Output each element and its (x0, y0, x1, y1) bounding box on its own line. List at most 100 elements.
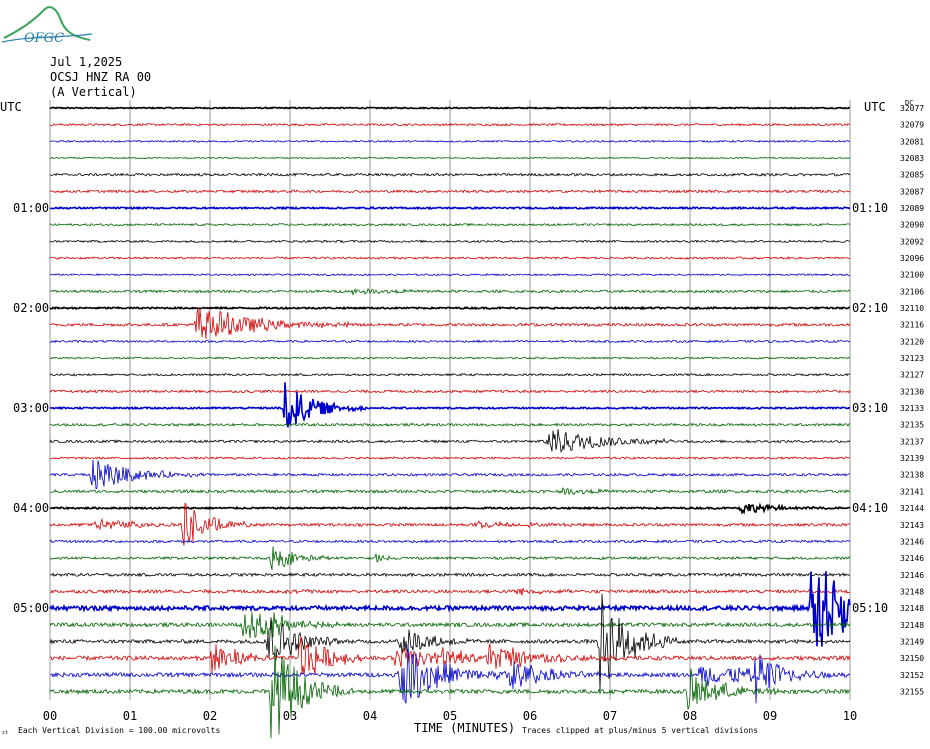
left-time-labels: 01:00 02:00 03:00 04:00 05:00 (13, 201, 49, 615)
minute-grid (49, 100, 851, 700)
trace-row-35 (49, 645, 851, 739)
logo-swoosh (3, 6, 91, 41)
trace-row-5 (49, 189, 851, 194)
trace-row-2 (49, 139, 851, 143)
header-component: (A Vertical) (50, 85, 137, 99)
left-time-label: 03:00 (13, 401, 49, 415)
trace-row-34 (50, 644, 851, 704)
right-time-labels: 01:10 02:10 03:10 04:10 05:10 (852, 201, 888, 615)
left-time-label: 02:00 (13, 301, 49, 315)
trace-row-21 (49, 456, 851, 460)
x-tick-label: 10 (843, 709, 857, 723)
dc-offset-label: 32083 (900, 154, 924, 163)
right-time-label: 02:10 (852, 301, 888, 315)
x-axis-label: TIME (MINUTES) (414, 721, 515, 735)
dc-offset-label: 32137 (900, 437, 924, 446)
trace-row-27 (49, 546, 851, 570)
x-tick-label: 06 (523, 709, 537, 723)
dc-offset-label: 32146 (900, 571, 924, 580)
trace-row-31 (49, 612, 851, 639)
header-station: OCSJ HNZ RA 00 (50, 70, 151, 84)
dc-offset-label: 32100 (900, 271, 924, 280)
dc-offset-label: 32106 (900, 287, 924, 296)
division-note: Each Vertical Division = 100.00 microvol… (18, 726, 220, 735)
dc-offset-label: 32133 (900, 404, 924, 413)
trace-row-4 (49, 172, 851, 177)
dc-offset-label: 32146 (900, 554, 924, 563)
dc-offset-label: 32077 (900, 104, 924, 113)
dc-offset-labels: 32077 32079 32081 32083 32085 32087 32089 32090… (900, 104, 924, 696)
dc-offset-label: 32144 (900, 504, 924, 513)
trace-row-33 (49, 636, 851, 675)
trace-row-9 (49, 256, 851, 260)
dc-offset-label: 32135 (900, 421, 924, 430)
trace-row-15 (49, 356, 851, 360)
left-time-label: 05:00 (13, 601, 49, 615)
trace-row-30 (49, 571, 851, 647)
dc-offset-label: 32139 (900, 454, 924, 463)
dc-offset-label: 32123 (900, 354, 924, 363)
trace-row-18 (49, 382, 851, 428)
trace-row-0 (49, 106, 851, 110)
trace-row-19 (49, 422, 851, 427)
trace-row-1 (49, 122, 851, 127)
dc-offset-label: 32081 (900, 137, 924, 146)
trace-row-17 (49, 389, 851, 394)
dc-offset-label: 32138 (900, 471, 924, 480)
trace-row-10 (49, 273, 851, 277)
right-scale-header: DC (905, 99, 913, 107)
right-time-label: 01:10 (852, 201, 888, 215)
x-tick-label: 09 (763, 709, 777, 723)
x-tick-label: 04 (363, 709, 377, 723)
trace-row-20 (49, 429, 851, 453)
x-tick-label: 02 (203, 709, 217, 723)
trace-row-6 (49, 205, 851, 211)
corner-mark: st (2, 730, 8, 736)
trace-row-16 (49, 372, 851, 377)
dc-offset-label: 32148 (900, 621, 924, 630)
right-axis-title: UTC (864, 100, 886, 114)
right-time-label: 03:10 (852, 401, 888, 415)
trace-row-11 (49, 288, 851, 296)
dc-offset-label: 32155 (900, 687, 924, 696)
trace-group (49, 106, 851, 739)
left-time-label: 04:00 (13, 501, 49, 515)
right-time-label: 05:10 (852, 601, 888, 615)
trace-row-7 (49, 222, 851, 227)
clip-note: Traces clipped at plus/minus 5 vertical … (522, 726, 758, 735)
right-time-label: 04:10 (852, 501, 888, 515)
x-tick-label: 00 (43, 709, 57, 723)
dc-offset-label: 32096 (900, 254, 924, 263)
trace-row-32 (49, 593, 851, 691)
dc-offset-label: 32149 (900, 637, 924, 646)
trace-row-14 (49, 339, 851, 344)
dc-offset-label: 32089 (900, 204, 924, 213)
dc-offset-label: 32120 (900, 337, 924, 346)
left-time-label: 01:00 (13, 201, 49, 215)
left-axis-title: UTC (0, 100, 22, 114)
x-tick-label: 05 (443, 709, 457, 723)
dc-offset-label: 32152 (900, 671, 924, 680)
x-tick-label: 07 (603, 709, 617, 723)
dc-offset-label: 32141 (900, 487, 924, 496)
x-tick-labels: 00 01 02 03 04 05 06 07 08 09 10 (43, 709, 857, 723)
dc-offset-label: 32079 (900, 121, 924, 130)
ofgc-logo: OFGC (1, 6, 93, 46)
dc-offset-label: 32092 (900, 237, 924, 246)
trace-row-28 (49, 572, 851, 578)
dc-offset-label: 32090 (900, 221, 924, 230)
logo-swoosh-2 (1, 33, 93, 43)
dc-offset-label: 32087 (900, 187, 924, 196)
trace-row-29 (49, 587, 851, 596)
dc-offset-label: 32130 (900, 387, 924, 396)
trace-row-3 (50, 156, 851, 160)
dc-offset-label: 32148 (900, 587, 924, 596)
x-tick-label: 01 (123, 709, 137, 723)
x-tick-label: 03 (283, 709, 297, 723)
dc-offset-label: 32110 (900, 304, 924, 313)
dc-offset-label: 32127 (900, 371, 924, 380)
header-date: Jul 1,2025 (50, 55, 122, 69)
logo-text: OFGC (24, 31, 64, 46)
